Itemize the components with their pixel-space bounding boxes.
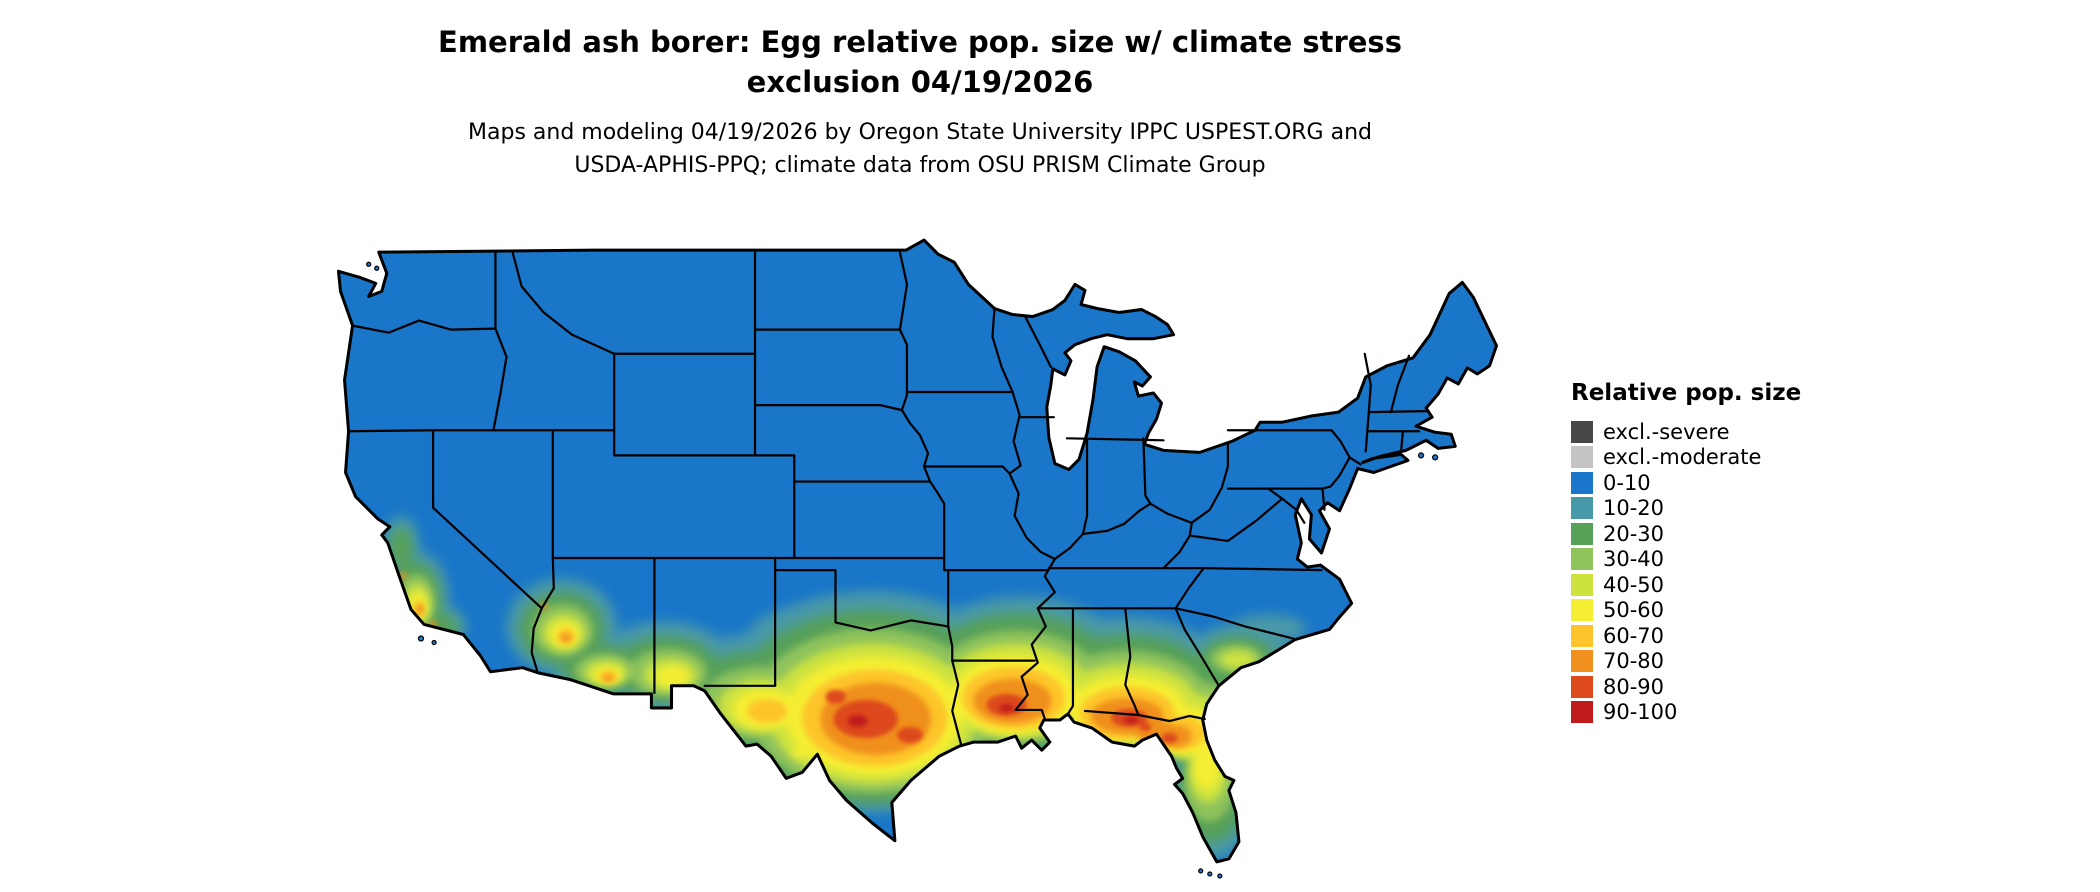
raster-band-90-100 (847, 703, 1139, 728)
legend-item: 70-80 (1571, 649, 1801, 675)
legend: Relative pop. size excl.-severe excl.-mo… (1571, 380, 1801, 725)
legend-item: 10-20 (1571, 496, 1801, 522)
legend-label: 20-30 (1603, 521, 1665, 546)
legend-label: excl.-moderate (1603, 445, 1762, 470)
legend-item: excl.-moderate (1571, 445, 1801, 471)
legend-title: Relative pop. size (1571, 380, 1802, 406)
legend-swatch-10-20 (1571, 497, 1593, 520)
us-map (302, 224, 1530, 884)
legend-label: 70-80 (1603, 649, 1665, 674)
page-title-line2: exclusion 04/19/2026 (746, 65, 1094, 99)
legend-item: 40-50 (1571, 572, 1801, 598)
legend-swatch-30-40 (1571, 548, 1593, 571)
legend-swatch-excl-moderate (1571, 446, 1593, 469)
subtitle-line1: Maps and modeling 04/19/2026 by Oregon S… (468, 120, 1372, 145)
legend-item: 90-100 (1571, 700, 1801, 726)
legend-item: 30-40 (1571, 547, 1801, 573)
legend-label: 80-90 (1603, 674, 1665, 699)
legend-item: excl.-severe (1571, 419, 1801, 445)
legend-swatch-70-80 (1571, 650, 1593, 673)
subtitle: Maps and modeling 04/19/2026 by Oregon S… (0, 116, 1840, 182)
legend-label: 10-20 (1603, 496, 1665, 521)
page-title-line1: Emerald ash borer: Egg relative pop. siz… (438, 25, 1402, 59)
legend-item: 0-10 (1571, 470, 1801, 496)
us-map-svg (336, 238, 1499, 879)
legend-swatch-80-90 (1571, 675, 1593, 698)
legend-label: 0-10 (1603, 470, 1651, 495)
legend-swatch-excl-severe (1571, 420, 1593, 443)
legend-label: 90-100 (1603, 700, 1678, 725)
legend-label: excl.-severe (1603, 419, 1730, 444)
legend-label: 50-60 (1603, 598, 1665, 623)
legend-item: 80-90 (1571, 674, 1801, 700)
legend-label: 40-50 (1603, 572, 1665, 597)
legend-swatch-60-70 (1571, 624, 1593, 647)
subtitle-line2: USDA-APHIS-PPQ; climate data from OSU PR… (574, 153, 1266, 178)
islands (366, 261, 1439, 879)
legend-item: 50-60 (1571, 598, 1801, 624)
legend-item: 20-30 (1571, 521, 1801, 547)
header: Emerald ash borer: Egg relative pop. siz… (0, 22, 1840, 182)
legend-swatch-90-100 (1571, 701, 1593, 724)
legend-swatch-40-50 (1571, 573, 1593, 596)
legend-swatch-0-10 (1571, 471, 1593, 494)
legend-swatch-20-30 (1571, 522, 1593, 545)
legend-label: 60-70 (1603, 623, 1665, 648)
legend-label: 30-40 (1603, 547, 1665, 572)
legend-swatch-50-60 (1571, 599, 1593, 622)
legend-item: 60-70 (1571, 623, 1801, 649)
state-borders (347, 251, 1428, 747)
